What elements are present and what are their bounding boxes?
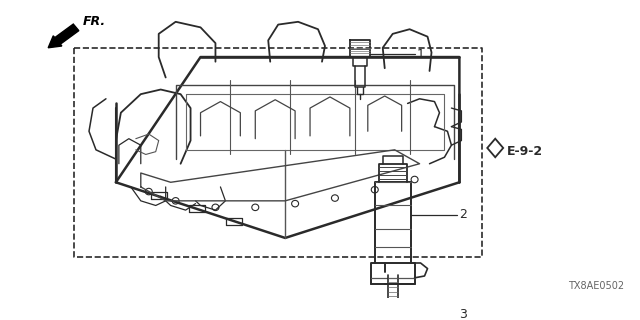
Text: E-9-2: E-9-2 bbox=[507, 145, 543, 158]
Text: 1: 1 bbox=[417, 48, 424, 61]
Text: 2: 2 bbox=[460, 208, 467, 221]
FancyArrow shape bbox=[48, 24, 79, 48]
Text: TX8AE0502: TX8AE0502 bbox=[568, 281, 623, 291]
Text: FR.: FR. bbox=[83, 15, 106, 28]
Text: 3: 3 bbox=[460, 308, 467, 320]
